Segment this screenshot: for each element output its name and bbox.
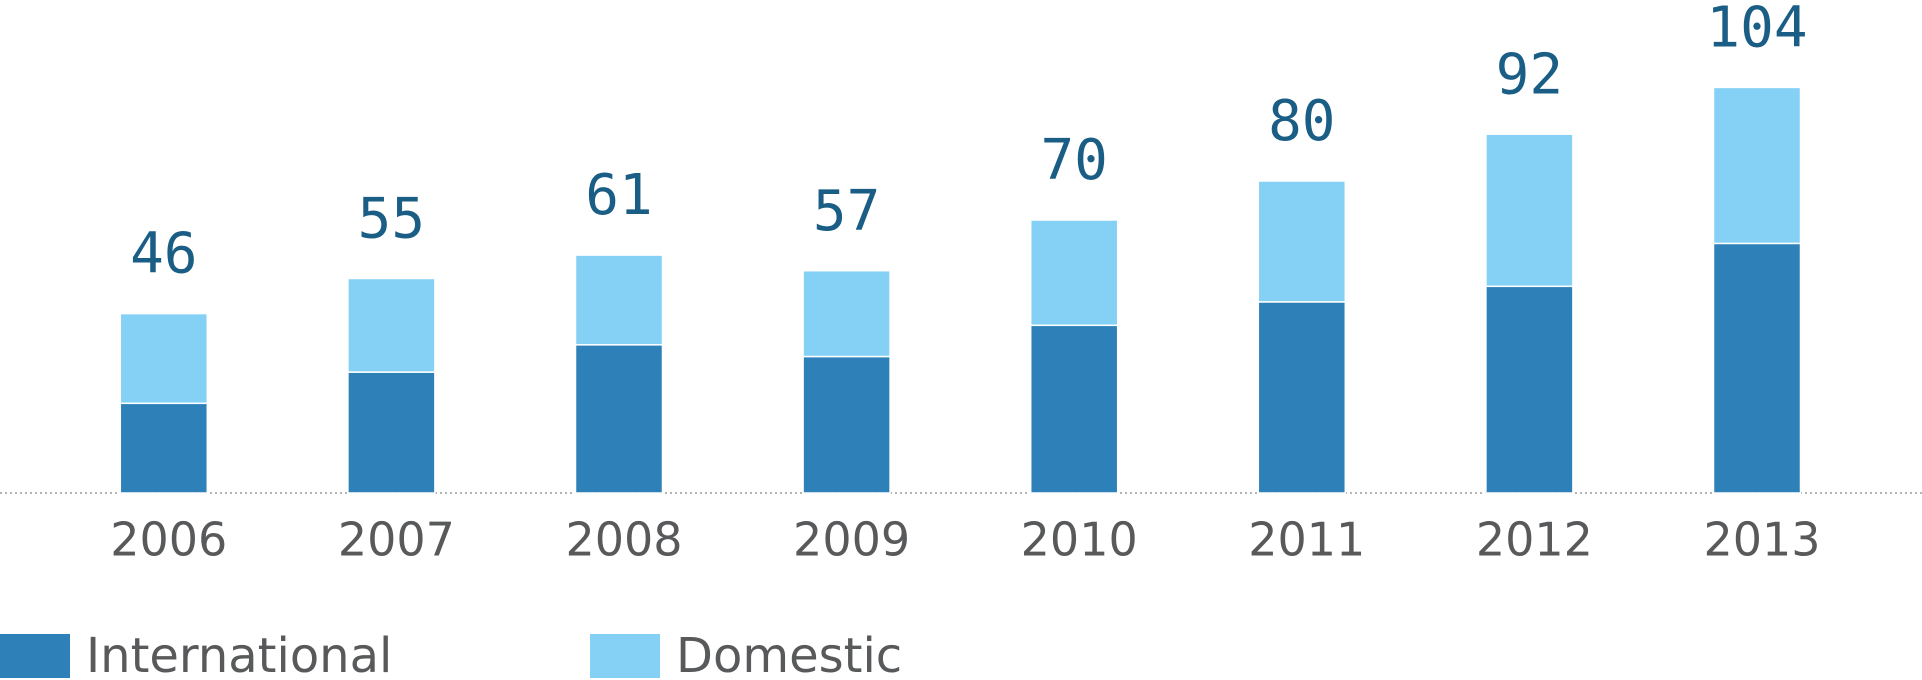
total-label: 70	[1040, 128, 1107, 193]
x-tick-label: 2011	[1248, 513, 1365, 567]
legend-label: International	[86, 628, 392, 680]
bar-segment	[1029, 219, 1119, 327]
bar-segment	[1029, 324, 1119, 494]
bar-segment	[119, 312, 209, 405]
bar-segment	[347, 371, 436, 494]
bar-segment	[1257, 301, 1347, 494]
x-tick-label: 2010	[1021, 513, 1138, 567]
total-label: 46	[130, 222, 197, 287]
legend-swatch	[0, 634, 70, 678]
x-tick-label: 2006	[110, 513, 227, 567]
bar-segment	[1485, 285, 1574, 494]
x-tick-label: 2012	[1476, 513, 1593, 567]
bar-segment	[347, 277, 436, 373]
bar-segment	[1485, 133, 1574, 288]
total-label: 104	[1706, 0, 1807, 61]
legend-label: Domestic	[676, 628, 902, 680]
bar-segment	[802, 269, 891, 358]
x-tick-label: 2009	[793, 513, 910, 567]
bar-segment	[574, 344, 664, 494]
total-label: 80	[1268, 89, 1335, 154]
x-tick-label: 2007	[338, 513, 455, 567]
x-tick-label: 2008	[565, 513, 682, 567]
bar-segment	[802, 355, 891, 494]
total-label: 92	[1496, 42, 1563, 107]
bar-segment	[1257, 180, 1347, 303]
x-tick-label: 2013	[1703, 513, 1820, 567]
bar-segment	[119, 402, 209, 494]
total-label: 55	[358, 187, 425, 252]
bar-segment	[1712, 242, 1802, 494]
bar-segment	[1712, 86, 1802, 245]
bar-segment	[574, 254, 664, 346]
total-label: 57	[813, 179, 880, 244]
legend-swatch	[590, 634, 660, 678]
total-label: 61	[585, 163, 652, 228]
